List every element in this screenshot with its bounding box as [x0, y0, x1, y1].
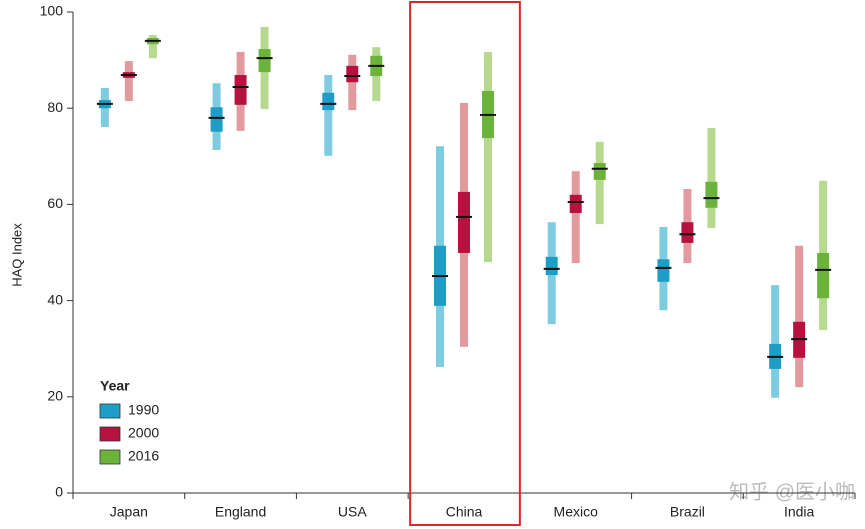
- x-tick-label: England: [215, 504, 266, 520]
- outer-range: [771, 285, 780, 398]
- inner-range: [681, 222, 694, 243]
- outer-range: [795, 245, 804, 388]
- y-tick-label: 60: [47, 195, 63, 211]
- outer-range: [348, 54, 357, 111]
- inner-range: [346, 65, 359, 83]
- y-tick-label: 0: [55, 484, 63, 500]
- inner-range: [569, 194, 582, 214]
- y-tick-label: 40: [47, 291, 63, 307]
- outer-range: [148, 35, 157, 59]
- inner-range: [322, 92, 335, 111]
- legend-label: 2000: [128, 425, 159, 441]
- inner-range: [657, 259, 670, 282]
- legend-label: 2016: [128, 448, 159, 464]
- outer-range: [571, 171, 580, 264]
- legend-label: 1990: [128, 402, 159, 418]
- x-tick-label: Brazil: [670, 504, 705, 520]
- inner-range: [258, 49, 271, 73]
- inner-range: [210, 107, 223, 132]
- legend-swatch: [99, 426, 121, 442]
- inner-range: [593, 163, 606, 180]
- y-tick-label: 100: [40, 3, 64, 19]
- x-tick-label: China: [446, 504, 483, 520]
- outer-range: [324, 75, 333, 156]
- x-tick-label: Japan: [110, 504, 148, 520]
- highlight-box: [409, 1, 521, 526]
- y-tick-label: 80: [47, 99, 63, 115]
- legend-swatch: [99, 449, 121, 465]
- inner-range: [234, 75, 247, 105]
- outer-range: [484, 51, 492, 263]
- y-tick-label: 20: [47, 388, 63, 404]
- legend-title: Year: [100, 378, 130, 394]
- x-tick-label: India: [784, 504, 815, 520]
- outer-range: [595, 141, 604, 225]
- x-tick-label: USA: [338, 504, 367, 520]
- outer-range: [124, 61, 133, 101]
- watermark: 知乎 @医小咖: [729, 480, 855, 503]
- inner-range: [817, 252, 830, 299]
- inner-range: [705, 181, 718, 208]
- inner-range: [545, 256, 558, 276]
- legend-swatch: [99, 403, 121, 419]
- x-tick-label: Mexico: [554, 504, 599, 520]
- outer-range: [707, 127, 716, 228]
- y-axis-label: HAQ Index: [9, 223, 24, 287]
- inner-range: [458, 191, 470, 253]
